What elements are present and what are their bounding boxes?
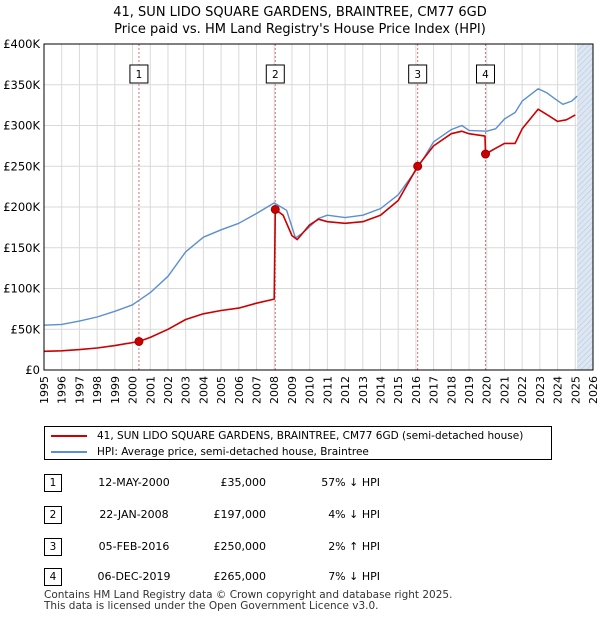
x-tick-label: 2009 bbox=[286, 376, 299, 404]
x-tick-label: 2002 bbox=[162, 376, 175, 404]
x-tick-label: 2025 bbox=[569, 376, 582, 404]
sale-hpi-diff: 4% ↓ HPI bbox=[328, 508, 380, 521]
x-tick-label: 2015 bbox=[392, 376, 405, 404]
sale-hpi-diff: 7% ↓ HPI bbox=[328, 570, 380, 583]
x-tick-label: 2003 bbox=[180, 376, 193, 404]
x-tick-label: 2006 bbox=[233, 376, 246, 404]
x-tick-label: 2013 bbox=[357, 376, 370, 404]
sale-marker-label-2: 2 bbox=[272, 69, 279, 81]
table-row: 3 05-FEB-2016 £250,000 2% ↑ HPI bbox=[44, 538, 564, 558]
sale-hpi-diff: 2% ↑ HPI bbox=[328, 540, 380, 553]
chart-legend: 41, SUN LIDO SQUARE GARDENS, BRAINTREE, … bbox=[44, 426, 552, 460]
x-tick-label: 2012 bbox=[339, 376, 352, 404]
sale-number: 1 bbox=[44, 474, 62, 492]
x-tick-label: 2026 bbox=[587, 376, 600, 404]
table-row: 1 12-MAY-2000 £35,000 57% ↓ HPI bbox=[44, 474, 564, 494]
x-tick-label: 1998 bbox=[91, 376, 104, 404]
sale-marker-label-1: 1 bbox=[136, 69, 143, 81]
x-tick-label: 2023 bbox=[534, 376, 547, 404]
y-tick-label: £350K bbox=[3, 78, 40, 92]
sale-point-2 bbox=[270, 204, 280, 214]
future-shade bbox=[577, 44, 593, 370]
sale-marker-box-3 bbox=[408, 64, 428, 84]
y-tick-label: £400K bbox=[3, 37, 40, 51]
footer: Contains HM Land Registry data © Crown c… bbox=[44, 590, 452, 612]
x-tick-label: 2010 bbox=[304, 376, 317, 404]
sale-marker-label-4: 4 bbox=[482, 69, 489, 81]
sale-date: 05-FEB-2016 bbox=[98, 540, 170, 553]
sale-markers bbox=[134, 149, 491, 346]
footer-licence: This data is licensed under the Open Gov… bbox=[44, 600, 379, 612]
plot-frame bbox=[43, 43, 594, 371]
chart-axes: £0 £50K £100K £150K £200K £250K £300K £350K £400… bbox=[3, 37, 600, 404]
x-tick-label: 2022 bbox=[516, 376, 529, 404]
sale-price: £197,000 bbox=[213, 508, 267, 521]
y-tick-label: £250K bbox=[3, 159, 40, 173]
x-tick-label: 1999 bbox=[109, 376, 122, 404]
sale-number: 4 bbox=[44, 568, 62, 586]
price-chart: 1 2 3 4 £0 £50K £100K £150K £200K £250K £300K £350… bbox=[3, 37, 600, 404]
x-tick-label: 2005 bbox=[215, 376, 228, 404]
y-tick-label: £0 bbox=[25, 363, 40, 377]
y-tick-label: £150K bbox=[3, 241, 40, 255]
sale-hpi-diff: 57% ↓ HPI bbox=[321, 476, 380, 489]
x-tick-label: 2014 bbox=[374, 376, 387, 404]
sale-price: £35,000 bbox=[220, 476, 267, 489]
y-tick-label: £50K bbox=[11, 322, 41, 336]
y-tick-label: £200K bbox=[3, 200, 40, 214]
x-tick-label: 1995 bbox=[38, 376, 51, 404]
sale-price: £265,000 bbox=[213, 570, 267, 583]
sale-date: 06-DEC-2019 bbox=[97, 570, 171, 583]
sale-point-3 bbox=[413, 161, 423, 171]
chart-series bbox=[43, 88, 578, 353]
x-tick-label: 2004 bbox=[197, 376, 210, 404]
x-tick-label: 2018 bbox=[445, 376, 458, 404]
x-tick-label: 1996 bbox=[56, 376, 69, 404]
x-tick-label: 2007 bbox=[251, 376, 264, 404]
chart-title: 41, SUN LIDO SQUARE GARDENS, BRAINTREE, … bbox=[0, 4, 600, 38]
legend-label-property: 41, SUN LIDO SQUARE GARDENS, BRAINTREE, … bbox=[97, 430, 524, 442]
legend-label-hpi: HPI: Average price, semi-detached house,… bbox=[97, 446, 369, 458]
title-subtitle: Price paid vs. HM Land Registry's House … bbox=[114, 22, 486, 37]
sale-price: £250,000 bbox=[213, 540, 267, 553]
sale-marker-box-2 bbox=[265, 64, 285, 84]
sale-date: 22-JAN-2008 bbox=[99, 508, 169, 521]
x-tick-label: 2001 bbox=[144, 376, 157, 404]
x-tick-label: 2021 bbox=[498, 376, 511, 404]
x-tick-label: 2016 bbox=[410, 376, 423, 404]
sale-point-4 bbox=[481, 149, 491, 159]
x-tick-label: 2011 bbox=[321, 376, 334, 404]
table-row: 4 06-DEC-2019 £265,000 7% ↓ HPI bbox=[44, 568, 564, 588]
x-tick-label: 2017 bbox=[428, 376, 441, 404]
legend-swatch-hpi bbox=[51, 451, 87, 453]
sale-marker-box-4 bbox=[476, 64, 496, 84]
legend-swatch-property bbox=[51, 435, 87, 437]
x-tick-label: 2024 bbox=[552, 376, 565, 404]
sale-point-1 bbox=[134, 336, 144, 346]
title-address: 41, SUN LIDO SQUARE GARDENS, BRAINTREE, … bbox=[113, 5, 487, 20]
footer-copyright: Contains HM Land Registry data © Crown c… bbox=[44, 589, 453, 601]
sale-date: 12-MAY-2000 bbox=[98, 476, 170, 489]
sale-marker-lines: 1 2 3 4 bbox=[129, 44, 496, 370]
x-tick-label: 2008 bbox=[268, 376, 281, 404]
x-tick-label: 2019 bbox=[463, 376, 476, 404]
series-line-property bbox=[43, 108, 576, 353]
table-row: 2 22-JAN-2008 £197,000 4% ↓ HPI bbox=[44, 506, 564, 526]
y-tick-label: £100K bbox=[3, 282, 40, 296]
sale-number: 3 bbox=[44, 538, 62, 556]
x-tick-label: 2020 bbox=[481, 376, 494, 404]
y-tick-label: £300K bbox=[3, 119, 40, 133]
sale-number: 2 bbox=[44, 506, 62, 524]
sale-marker-box-1 bbox=[129, 64, 149, 84]
x-tick-label: 2000 bbox=[127, 376, 140, 404]
series-line-hpi bbox=[43, 88, 578, 326]
x-tick-label: 1997 bbox=[73, 376, 86, 404]
sale-marker-label-3: 3 bbox=[414, 69, 421, 81]
